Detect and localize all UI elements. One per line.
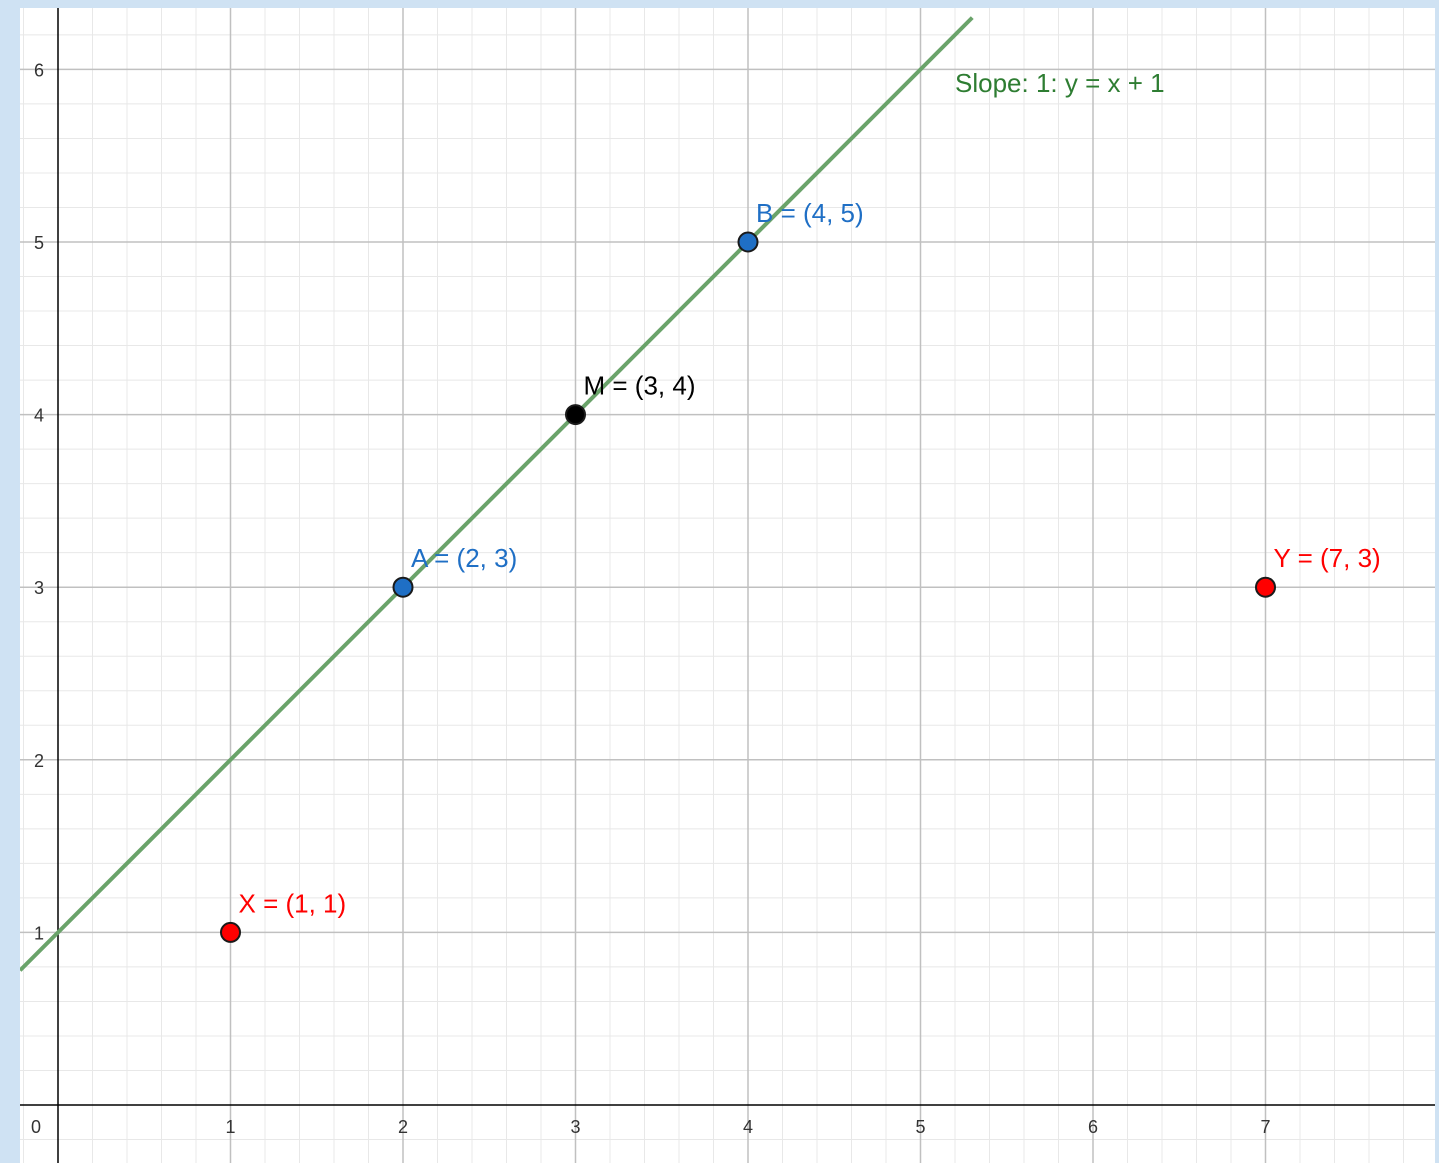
x-tick-label: 6 bbox=[1088, 1117, 1098, 1137]
y-tick-label: 6 bbox=[34, 60, 44, 80]
y-tick-label: 5 bbox=[34, 233, 44, 253]
point-label-m: M = (3, 4) bbox=[584, 371, 696, 401]
coordinate-plane[interactable]: 0 1 2 3 4 5 6 7 1 2 3 4 5 6 Slope: 1: y = x + 1 A = (2… bbox=[20, 8, 1435, 1163]
point-x[interactable] bbox=[220, 921, 241, 943]
axes bbox=[20, 8, 1435, 1163]
x-tick-label: 3 bbox=[570, 1117, 580, 1137]
point-labels: Slope: 1: y = x + 1 A = (2, 3) B = (4, 5) M… bbox=[239, 68, 1381, 919]
x-tick-label: 4 bbox=[743, 1117, 753, 1137]
x-tick-label: 1 bbox=[225, 1117, 235, 1137]
point-label-y: Y = (7, 3) bbox=[1274, 543, 1381, 573]
x-tick-label: 5 bbox=[915, 1117, 925, 1137]
point-a[interactable] bbox=[392, 576, 414, 598]
point-label-x: X = (1, 1) bbox=[239, 888, 347, 918]
major-grid bbox=[20, 8, 1435, 1163]
point-label-a: A = (2, 3) bbox=[411, 543, 517, 573]
line-label: Slope: 1: y = x + 1 bbox=[955, 68, 1165, 98]
y-tick-label: 1 bbox=[34, 923, 44, 943]
minor-grid bbox=[20, 8, 1435, 1163]
line-y-equals-x-plus-1[interactable] bbox=[20, 16, 974, 972]
points bbox=[220, 231, 1276, 943]
y-tick-label: 3 bbox=[34, 578, 44, 598]
point-label-b: B = (4, 5) bbox=[756, 198, 864, 228]
point-m[interactable] bbox=[565, 404, 586, 426]
y-tick-label: 2 bbox=[34, 751, 44, 771]
point-y[interactable] bbox=[1255, 576, 1276, 598]
point-b[interactable] bbox=[737, 231, 759, 253]
y-tick-label: 4 bbox=[34, 406, 44, 426]
x-tick-label: 0 bbox=[31, 1117, 41, 1137]
graph-frame: 0 1 2 3 4 5 6 7 1 2 3 4 5 6 Slope: 1: y = x + 1 A = (2… bbox=[20, 8, 1435, 1163]
lines bbox=[20, 16, 974, 972]
x-tick-label: 2 bbox=[398, 1117, 408, 1137]
x-tick-label: 7 bbox=[1260, 1117, 1270, 1137]
tick-labels: 0 1 2 3 4 5 6 7 1 2 3 4 5 6 bbox=[31, 60, 1271, 1137]
